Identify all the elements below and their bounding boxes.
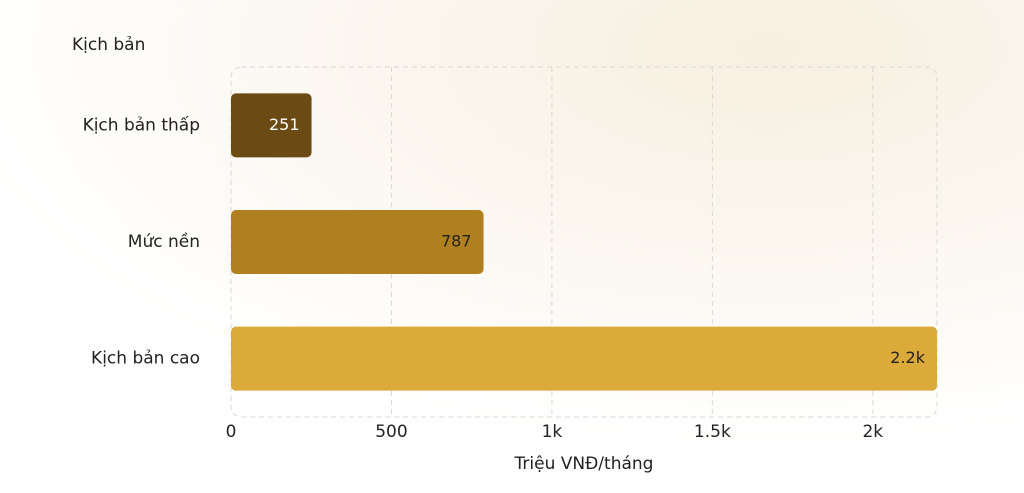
y-tick-label: Kịch bản cao: [91, 349, 200, 369]
x-tick-label: 2k: [862, 422, 883, 442]
plot-frame: [230, 66, 938, 418]
x-tick-label: 1.5k: [694, 422, 731, 442]
bar: [231, 93, 312, 158]
y-tick-label: Mức nền: [128, 231, 200, 252]
x-tick-label: 0: [226, 422, 237, 442]
x-axis-title: Triệu VNĐ/tháng: [514, 454, 654, 474]
x-tick-label: 500: [375, 422, 407, 442]
value-label: 787: [441, 232, 472, 251]
value-label: 251: [269, 115, 300, 134]
x-tick-label: 1k: [542, 422, 563, 442]
y-tick-label: Kịch bản thấp: [83, 114, 200, 135]
bar: [231, 326, 937, 391]
y-axis-title: Kịch bản: [72, 35, 145, 55]
value-label: 2.2k: [890, 348, 925, 367]
bar: [231, 210, 484, 274]
